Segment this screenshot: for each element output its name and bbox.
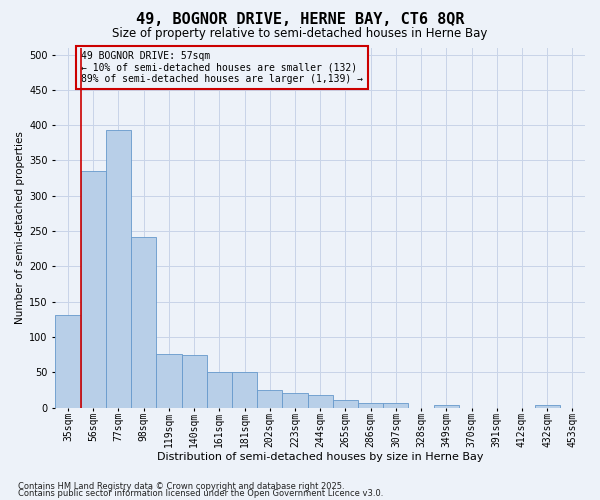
Text: Contains HM Land Registry data © Crown copyright and database right 2025.: Contains HM Land Registry data © Crown c…: [18, 482, 344, 491]
Text: 49, BOGNOR DRIVE, HERNE BAY, CT6 8QR: 49, BOGNOR DRIVE, HERNE BAY, CT6 8QR: [136, 12, 464, 28]
Bar: [207, 372, 232, 408]
Bar: [434, 404, 459, 407]
Bar: [383, 404, 409, 407]
Bar: [333, 400, 358, 407]
Y-axis label: Number of semi-detached properties: Number of semi-detached properties: [15, 131, 25, 324]
Bar: [131, 236, 157, 408]
Bar: [55, 315, 80, 408]
Bar: [308, 395, 333, 407]
Text: 49 BOGNOR DRIVE: 57sqm
← 10% of semi-detached houses are smaller (132)
89% of se: 49 BOGNOR DRIVE: 57sqm ← 10% of semi-det…: [80, 51, 362, 84]
X-axis label: Distribution of semi-detached houses by size in Herne Bay: Distribution of semi-detached houses by …: [157, 452, 484, 462]
Text: Contains public sector information licensed under the Open Government Licence v3: Contains public sector information licen…: [18, 489, 383, 498]
Bar: [358, 404, 383, 407]
Bar: [535, 404, 560, 407]
Bar: [80, 171, 106, 408]
Bar: [106, 130, 131, 407]
Bar: [232, 372, 257, 408]
Text: Size of property relative to semi-detached houses in Herne Bay: Size of property relative to semi-detach…: [112, 28, 488, 40]
Bar: [182, 354, 207, 408]
Bar: [257, 390, 283, 407]
Bar: [157, 354, 182, 408]
Bar: [283, 394, 308, 407]
